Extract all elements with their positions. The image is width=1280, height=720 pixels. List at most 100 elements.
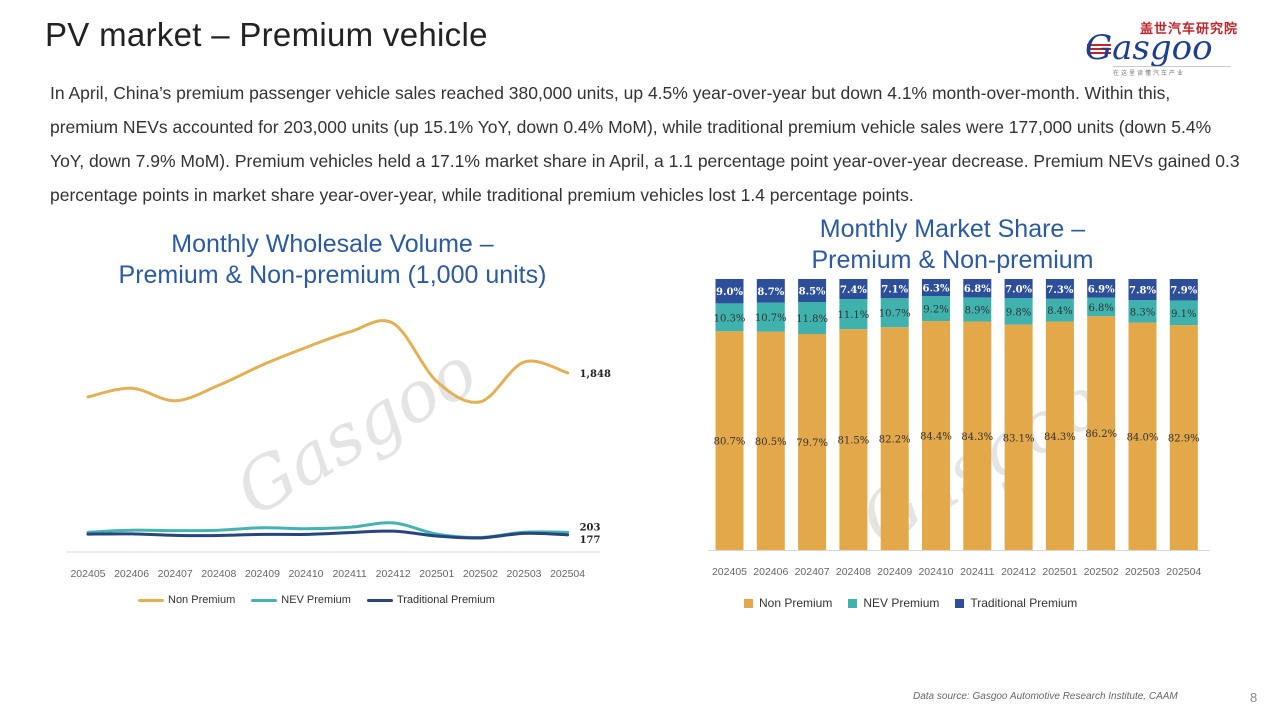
- bar-label-traditional-premium: 6.3%: [923, 284, 950, 295]
- page-number: 8: [1250, 690, 1258, 705]
- legend-label: Non Premium: [759, 596, 833, 610]
- bar-segment-nev-premium: [839, 299, 868, 330]
- legend-item-non-premium: Non Premium: [744, 596, 832, 610]
- bar-label-non-premium: 80.7%: [714, 437, 746, 448]
- bar-x-tick-label: 202411: [960, 566, 994, 578]
- line-end-label: 1,848: [580, 369, 611, 380]
- bar-segment-nev-premium: [715, 303, 744, 332]
- bar-label-nev-premium: 9.8%: [1006, 307, 1031, 318]
- legend-label: NEV Premium: [863, 596, 940, 610]
- line-x-tick-label: 202502: [463, 568, 498, 580]
- bar-label-traditional-premium: 6.9%: [1088, 284, 1115, 295]
- bar-segment-nev-premium: [922, 296, 950, 322]
- bar-segment-nev-premium: [1045, 298, 1074, 322]
- bar-chart-title-line1: Monthly Market Share –: [819, 215, 1086, 243]
- bar-x-tick-label: 202502: [1084, 566, 1119, 578]
- bar-segment-traditional-premium: [798, 279, 827, 303]
- bar-x-tick-label: 202408: [836, 566, 871, 578]
- bar-segment-non-premium: [1087, 316, 1116, 550]
- bar-segment-non-premium: [880, 327, 909, 550]
- bar-label-nev-premium: 6.8%: [1088, 303, 1113, 314]
- bar-label-nev-premium: 8.4%: [1047, 306, 1072, 317]
- bar-label-nev-premium: 11.8%: [796, 314, 828, 325]
- bar-label-nev-premium: 10.3%: [714, 313, 746, 324]
- bar-x-tick-label: 202409: [877, 566, 912, 578]
- legend-label: NEV Premium: [281, 594, 351, 606]
- bar-segment-non-premium: [798, 334, 827, 550]
- bar-label-traditional-premium: 9.0%: [716, 287, 743, 298]
- bar-label-nev-premium: 10.7%: [755, 313, 787, 324]
- legend-swatch-traditional-premium: [366, 598, 393, 602]
- logo-subtitle: 在这里读懂汽车产业: [1113, 66, 1231, 77]
- bar-label-nev-premium: 9.2%: [923, 305, 948, 316]
- bar-label-nev-premium: 10.7%: [879, 309, 911, 320]
- line-x-tick-label: 202405: [70, 568, 105, 580]
- bar-segment-non-premium: [756, 331, 785, 550]
- bar-segment-nev-premium: [1087, 297, 1116, 317]
- bar-segment-nev-premium: [880, 298, 909, 328]
- legend-label: Traditional Premium: [970, 596, 1078, 610]
- bar-segment-traditional-premium: [1045, 279, 1074, 299]
- line-x-tick-label: 202504: [550, 568, 585, 580]
- bar-segment-traditional-premium: [880, 279, 909, 299]
- legend-item-non-premium: Non Premium: [138, 594, 235, 606]
- bar-segment-nev-premium: [963, 297, 992, 322]
- bar-segment-traditional-premium: [756, 279, 785, 303]
- bar-x-tick-label: 202406: [753, 566, 788, 578]
- bar-x-tick-label: 202410: [918, 566, 953, 578]
- bar-segment-non-premium: [1004, 324, 1033, 550]
- bar-segment-traditional-premium: [1004, 279, 1033, 298]
- bar-label-non-premium: 84.4%: [920, 432, 952, 443]
- legend-item-traditional-premium: Traditional Premium: [366, 594, 495, 606]
- legend-item-traditional-premium: Traditional Premium: [955, 596, 1077, 610]
- bar-label-non-premium: 82.9%: [1168, 434, 1200, 445]
- line-end-label: 177: [580, 535, 601, 546]
- bar-label-non-premium: 84.3%: [1044, 432, 1076, 443]
- bar-segment-nev-premium: [1128, 300, 1157, 323]
- line-x-tick-label: 202410: [288, 568, 323, 580]
- bar-segment-traditional-premium: [839, 279, 868, 300]
- bar-segment-nev-premium: [1004, 297, 1033, 325]
- legend-label: Non Premium: [168, 594, 236, 606]
- bar-segment-traditional-premium: [1128, 279, 1157, 301]
- bar-segment-non-premium: [715, 331, 744, 550]
- bar-chart-legend: Non Premium NEV Premium Traditional Prem…: [744, 596, 1093, 610]
- bar-label-nev-premium: 8.9%: [965, 305, 990, 316]
- logo-wordmark: Gasgoo: [1085, 28, 1213, 68]
- bar-segment-traditional-premium: [922, 279, 950, 297]
- line-chart-title-line2: Premium & Non-premium (1,000 units): [118, 261, 547, 289]
- bar-label-non-premium: 80.5%: [755, 437, 787, 448]
- line-x-tick-label: 202408: [201, 568, 236, 580]
- legend-item-nev-premium: NEV Premium: [251, 594, 351, 606]
- bar-x-tick-label: 202501: [1042, 566, 1077, 578]
- bar-segment-non-premium: [963, 321, 992, 550]
- line-end-label: 203: [580, 522, 601, 533]
- bar-segment-non-premium: [1045, 321, 1074, 550]
- gasgoo-logo: 盖世汽车研究院 Gasgoo 在这里读懂汽车产业: [1085, 14, 1245, 77]
- bar-segment-nev-premium: [756, 302, 785, 332]
- bar-segment-traditional-premium: [715, 279, 744, 304]
- bar-label-non-premium: 86.2%: [1085, 429, 1117, 440]
- bar-label-traditional-premium: 8.7%: [757, 287, 784, 298]
- bar-label-non-premium: 81.5%: [838, 436, 870, 447]
- bar-chart-title-line2: Premium & Non-premium: [811, 246, 1094, 274]
- bar-label-traditional-premium: 7.3%: [1046, 285, 1073, 296]
- summary-paragraph: In April, China’s premium passenger vehi…: [50, 83, 1240, 205]
- line-x-tick-label: 202411: [332, 568, 366, 580]
- bar-label-traditional-premium: 8.5%: [799, 287, 826, 298]
- legend-swatch-non-premium: [744, 598, 753, 608]
- line-x-tick-label: 202406: [114, 568, 149, 580]
- line-x-tick-label: 202503: [506, 568, 541, 580]
- legend-swatch-nev-premium: [251, 598, 278, 602]
- legend-label: Traditional Premium: [396, 594, 495, 606]
- line-chart-title-line1: Monthly Wholesale Volume –: [171, 230, 494, 258]
- line-chart-legend: Non Premium NEV Premium Traditional Prem…: [138, 594, 511, 606]
- bar-label-non-premium: 84.0%: [1127, 432, 1159, 443]
- bar-label-traditional-premium: 7.8%: [1129, 286, 1156, 297]
- data-source-note: Data source: Gasgoo Automotive Research …: [913, 691, 1178, 702]
- bar-segment-traditional-premium: [1169, 279, 1198, 301]
- bar-segment-traditional-premium: [1087, 279, 1116, 298]
- bar-label-non-premium: 84.3%: [961, 432, 993, 443]
- line-series-traditional-premium: [86, 529, 570, 540]
